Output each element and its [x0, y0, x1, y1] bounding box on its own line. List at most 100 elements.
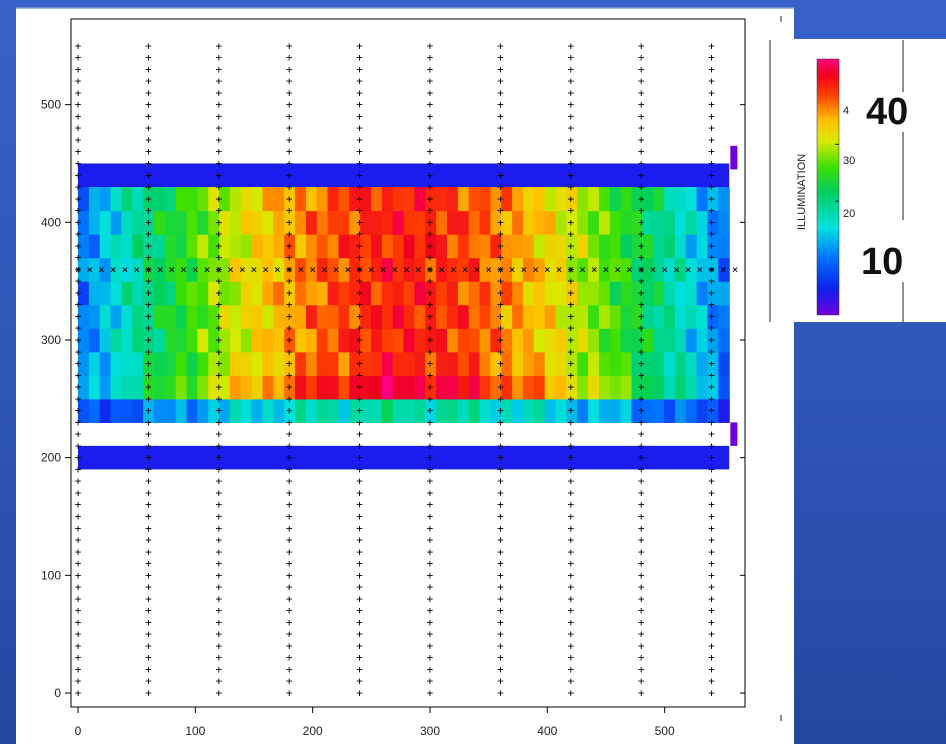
heat-cell [392, 304, 405, 329]
plus-marker: + [286, 133, 293, 146]
plus-marker: + [215, 510, 222, 523]
plus-marker: + [638, 651, 645, 664]
heat-cell [664, 281, 676, 306]
plus-marker: + [638, 534, 645, 547]
plus-marker: + [638, 381, 645, 394]
plus-marker: + [356, 416, 363, 429]
heat-cell [78, 281, 90, 306]
heat-cell [414, 375, 426, 400]
plus-marker: + [286, 98, 293, 111]
heat-cell [674, 328, 687, 353]
plus-marker: + [145, 345, 152, 358]
plus-marker: + [708, 616, 715, 629]
heat-cell [436, 257, 448, 282]
heat-cell [219, 375, 231, 400]
heat-cell [653, 257, 665, 282]
plus-marker: + [497, 122, 504, 135]
heat-cell [696, 187, 709, 212]
plus-marker: + [286, 616, 293, 629]
plus-marker: + [497, 39, 504, 52]
heat-cell [240, 328, 253, 353]
x-marker: × [697, 263, 704, 276]
plus-marker: + [638, 428, 645, 441]
heat-cell [338, 304, 350, 329]
plus-marker: + [75, 251, 82, 264]
plus-marker: + [427, 475, 434, 488]
plus-marker: + [215, 428, 222, 441]
plus-marker: + [356, 204, 363, 217]
heat-cell [664, 375, 676, 400]
plus-marker: + [75, 345, 82, 358]
heat-cell [164, 304, 177, 329]
plus-marker: + [75, 98, 82, 111]
heat-cell [121, 375, 133, 400]
x-marker: × [368, 263, 375, 276]
heat-cell [349, 304, 361, 329]
heat-cell [371, 281, 383, 306]
plus-marker: + [75, 133, 82, 146]
plus-marker: + [567, 51, 574, 64]
heat-cell [143, 304, 155, 329]
x-marker: × [521, 263, 528, 276]
plus-marker: + [215, 345, 222, 358]
heat-cell [349, 351, 361, 376]
heat-cell [555, 257, 567, 282]
plus-marker: + [427, 322, 434, 335]
plus-marker: + [75, 557, 82, 570]
heat-cell [132, 328, 144, 353]
heat-cell [653, 210, 665, 235]
heat-cell [685, 375, 698, 400]
heat-cell [588, 187, 600, 212]
plus-marker: + [638, 581, 645, 594]
heat-cell [533, 375, 546, 400]
y-tick-label: 0 [54, 686, 61, 700]
plus-marker: + [497, 439, 504, 452]
plus-marker: + [427, 63, 434, 76]
plus-marker: + [638, 263, 645, 276]
plus-marker: + [427, 75, 434, 88]
plus-marker: + [567, 192, 574, 205]
heat-cell [208, 281, 220, 306]
plus-marker: + [145, 651, 152, 664]
plus-marker: + [638, 86, 645, 99]
plus-marker: + [75, 404, 82, 417]
x-tick-label: 400 [537, 724, 557, 738]
plus-marker: + [567, 310, 574, 323]
plus-marker: + [286, 428, 293, 441]
plus-marker: + [75, 381, 82, 394]
plus-marker: + [145, 604, 152, 617]
heat-cell [468, 210, 481, 235]
plus-marker: + [75, 486, 82, 499]
plus-marker: + [567, 534, 574, 547]
plus-marker: + [427, 286, 434, 299]
heat-cell [522, 210, 535, 235]
heat-cell [132, 375, 144, 400]
plus-marker: + [497, 569, 504, 582]
heat-cell [522, 398, 535, 423]
plus-marker: + [567, 216, 574, 229]
heat-cell [186, 187, 198, 212]
heat-cell [490, 398, 502, 423]
y-tick-label: 300 [41, 333, 61, 347]
plus-marker: + [286, 392, 293, 405]
heat-cell [132, 398, 144, 423]
heat-cell [707, 257, 719, 282]
heat-cell [577, 210, 589, 235]
heat-cell [696, 234, 709, 259]
plus-marker: + [567, 404, 574, 417]
plus-marker: + [567, 545, 574, 558]
plus-marker: + [427, 122, 434, 135]
plus-marker: + [145, 581, 152, 594]
side-strip [730, 422, 738, 446]
x-marker: × [673, 263, 680, 276]
heat-cell [132, 304, 144, 329]
heat-cell [512, 351, 524, 376]
plus-marker: + [638, 639, 645, 652]
plus-marker: + [145, 75, 152, 88]
y-tick-label: 500 [41, 98, 61, 112]
plus-marker: + [145, 122, 152, 135]
heat-cell [327, 351, 340, 376]
heat-cell [381, 281, 394, 306]
plus-marker: + [356, 369, 363, 382]
heat-cell [229, 281, 242, 306]
